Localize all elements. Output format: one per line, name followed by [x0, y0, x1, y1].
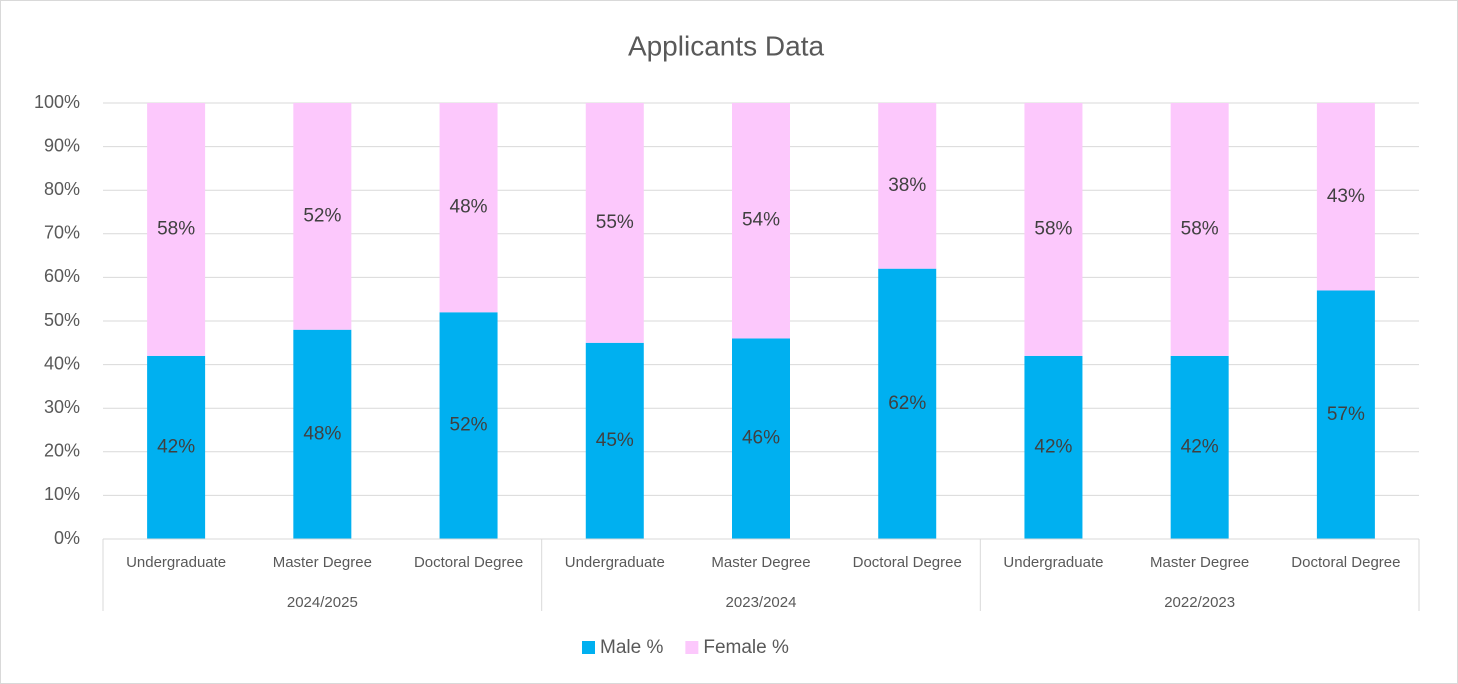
bar-segment — [293, 103, 352, 330]
x-tick-label: Doctoral Degree — [853, 554, 962, 571]
y-tick-label: 70% — [44, 223, 80, 243]
bar-segment — [732, 103, 790, 339]
bar-segment — [732, 338, 790, 539]
y-tick-label: 100% — [34, 92, 80, 112]
bar-segment — [147, 103, 206, 356]
data-label: 54% — [742, 210, 780, 231]
y-tick-label: 20% — [44, 441, 80, 461]
y-tick-label: 10% — [44, 484, 80, 504]
data-label: 48% — [450, 197, 488, 218]
data-label: 45% — [596, 430, 634, 451]
y-tick-label: 60% — [44, 266, 80, 286]
data-label: 46% — [742, 428, 780, 449]
group-label: 2022/2023 — [1164, 594, 1235, 611]
group-label: 2024/2025 — [287, 594, 358, 611]
y-tick-label: 50% — [44, 310, 80, 330]
bar-segment — [439, 312, 498, 539]
bar-segment — [1170, 103, 1229, 356]
data-label: 58% — [1034, 218, 1072, 239]
legend-label: Male % — [600, 637, 663, 658]
bar-segment — [147, 355, 206, 539]
bar-segment — [293, 329, 352, 539]
bar-segment — [585, 103, 644, 343]
data-label: 42% — [157, 436, 195, 457]
y-tick-label: 30% — [44, 397, 80, 417]
bar-segment — [1170, 355, 1229, 539]
bar-segment — [1316, 290, 1375, 539]
bar-segment — [439, 103, 498, 313]
bar-segment — [1024, 103, 1083, 356]
x-tick-label: Undergraduate — [126, 554, 226, 571]
group-label: 2023/2024 — [726, 594, 797, 611]
data-label: 58% — [157, 218, 195, 239]
legend-label: Female % — [703, 637, 789, 658]
data-label: 52% — [303, 205, 341, 226]
y-tick-label: 80% — [44, 179, 80, 199]
data-label: 58% — [1181, 218, 1219, 239]
bar-segment — [585, 342, 644, 539]
bar-segment — [878, 268, 937, 539]
data-label: 55% — [596, 212, 634, 233]
x-tick-label: Undergraduate — [1003, 554, 1103, 571]
bar-segment — [878, 103, 937, 269]
x-tick-label: Doctoral Degree — [1291, 554, 1400, 571]
chart-title: Applicants Data — [628, 30, 825, 61]
x-tick-label: Doctoral Degree — [414, 554, 523, 571]
x-tick-label: Master Degree — [711, 554, 810, 571]
x-tick-label: Master Degree — [1150, 554, 1249, 571]
data-label: 48% — [303, 423, 341, 444]
data-label: 62% — [888, 393, 926, 414]
legend-swatch — [582, 641, 595, 654]
y-tick-label: 40% — [44, 353, 80, 373]
legend-swatch — [685, 641, 699, 654]
y-tick-label: 0% — [54, 528, 80, 548]
bar-segment — [1316, 103, 1375, 291]
x-tick-label: Master Degree — [273, 554, 372, 571]
data-label: 57% — [1327, 404, 1365, 425]
data-label: 43% — [1327, 186, 1365, 207]
y-tick-label: 90% — [44, 135, 80, 155]
data-label: 42% — [1181, 436, 1219, 457]
x-tick-label: Undergraduate — [565, 554, 665, 571]
data-label: 42% — [1034, 436, 1072, 457]
bar-segment — [1024, 355, 1083, 539]
data-label: 52% — [450, 415, 488, 436]
data-label: 38% — [888, 175, 926, 196]
